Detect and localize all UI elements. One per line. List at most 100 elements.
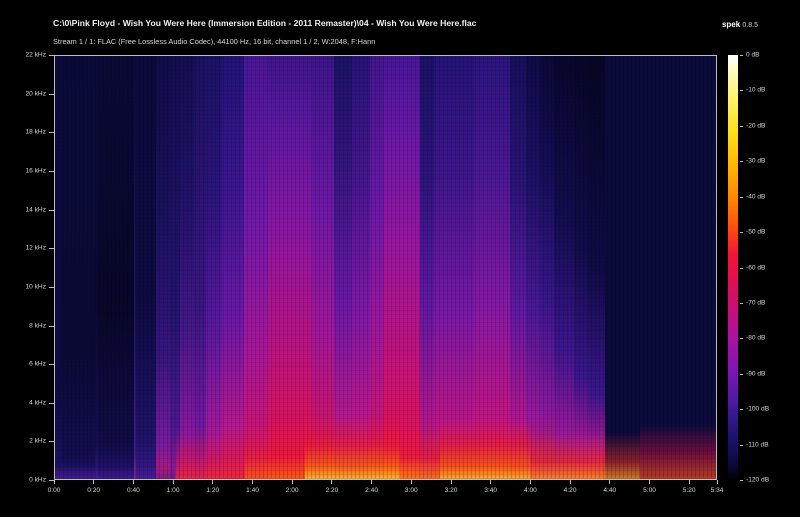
db-label: -50 dB [746, 228, 766, 236]
db-label: -120 dB [746, 476, 770, 484]
bass-energy-segment [305, 56, 400, 479]
db-tick [740, 196, 743, 198]
time-label: 2:00 [285, 487, 299, 494]
time-tick [172, 480, 174, 484]
time-label: 5:34 [710, 487, 724, 494]
stream-info: Stream 1 / 1: FLAC (Free Lossless Audio … [53, 37, 376, 46]
db-label: -30 dB [746, 157, 766, 165]
app-version: 0.8.5 [742, 22, 758, 29]
frequency-tick [49, 480, 54, 481]
bass-energy-segment [175, 56, 245, 479]
time-tick [609, 480, 611, 484]
db-tick [740, 55, 743, 56]
db-label: -70 dB [746, 299, 766, 307]
harmonic-texture [55, 56, 716, 479]
time-tick [688, 480, 690, 484]
db-tick [740, 338, 743, 340]
db-tick [740, 161, 743, 163]
db-tick [740, 267, 743, 269]
time-label: 2:40 [365, 487, 379, 494]
frequency-label: 12 kHz [25, 244, 46, 252]
frequency-label: 0 kHz [29, 476, 46, 484]
time-tick [132, 480, 134, 484]
db-label: 0 dB [746, 51, 760, 59]
db-tick [740, 480, 743, 481]
db-tick [740, 232, 743, 234]
time-tick [252, 480, 253, 484]
app-name: spek [721, 20, 741, 29]
time-label: 3:40 [484, 487, 498, 494]
time-label: 0:20 [87, 487, 101, 494]
frequency-tick [49, 209, 54, 211]
db-label: -10 dB [746, 86, 766, 94]
frequency-tick [49, 132, 54, 134]
db-label: -20 dB [746, 122, 766, 130]
time-tick [331, 480, 333, 484]
db-label: -80 dB [746, 334, 766, 342]
time-label: 0:00 [47, 487, 61, 494]
frequency-tick [49, 93, 54, 95]
db-tick [740, 90, 743, 92]
time-label: 1:40 [246, 487, 259, 494]
time-label: 3:00 [404, 487, 418, 494]
time-label: 5:20 [682, 487, 696, 494]
db-tick [740, 444, 743, 446]
db-label: -60 dB [746, 264, 766, 271]
frequency-label: 16 kHz [25, 167, 46, 175]
frequency-label: 18 kHz [25, 128, 46, 136]
frequency-label: 2 kHz [29, 437, 46, 445]
frequency-label: 22 kHz [25, 51, 46, 59]
frequency-tick [49, 55, 54, 56]
time-tick [53, 480, 55, 484]
frequency-tick [49, 441, 54, 443]
db-tick [740, 302, 743, 304]
frequency-tick [49, 325, 54, 327]
frequency-label: 8 kHz [29, 322, 46, 329]
db-tick [740, 409, 743, 411]
time-tick [410, 480, 412, 484]
time-label: 0:40 [126, 487, 140, 494]
time-tick [649, 480, 650, 484]
time-label: 1:20 [206, 487, 220, 494]
time-label: 4:00 [523, 487, 537, 494]
bass-energy-segment [55, 56, 175, 479]
frequency-label: 14 kHz [25, 206, 46, 213]
time-label: 1:00 [166, 487, 180, 494]
low-frequency-energy [55, 56, 716, 479]
db-colorbar [728, 55, 738, 480]
frequency-tick [49, 170, 54, 172]
db-tick [740, 125, 743, 127]
time-label: 3:20 [444, 487, 458, 494]
frequency-label: 10 kHz [25, 283, 46, 291]
frequency-tick [49, 248, 54, 250]
time-label: 4:40 [603, 487, 617, 494]
bass-energy-segment [440, 56, 530, 479]
time-tick [490, 480, 492, 484]
time-tick [371, 480, 373, 484]
spectrogram-plot [54, 55, 717, 480]
frequency-tick [49, 364, 54, 366]
time-tick [450, 480, 452, 484]
time-label: 4:20 [563, 487, 577, 494]
file-path-title: C:\0\Pink Floyd - Wish You Were Here (Im… [53, 18, 477, 28]
time-tick [212, 480, 214, 484]
time-tick [569, 480, 571, 484]
db-label: -90 dB [746, 370, 766, 378]
frequency-tick [49, 402, 54, 404]
db-label: -110 dB [746, 441, 769, 449]
time-label: 5:00 [643, 487, 656, 494]
db-tick [740, 373, 743, 375]
bass-energy-segment [400, 56, 440, 479]
spectral-texture [55, 56, 716, 479]
frequency-label: 4 kHz [29, 399, 46, 407]
frequency-tick [49, 286, 54, 288]
time-tick [291, 480, 293, 484]
time-label: 2:20 [325, 487, 339, 494]
bass-energy-segment [245, 56, 305, 479]
time-tick [93, 480, 95, 484]
app-brand: spek 0.8.5 [722, 20, 758, 29]
frequency-label: 20 kHz [25, 90, 46, 98]
frequency-label: 6 kHz [29, 360, 46, 368]
db-label: -100 dB [746, 405, 770, 413]
bass-energy-segment [640, 56, 716, 479]
